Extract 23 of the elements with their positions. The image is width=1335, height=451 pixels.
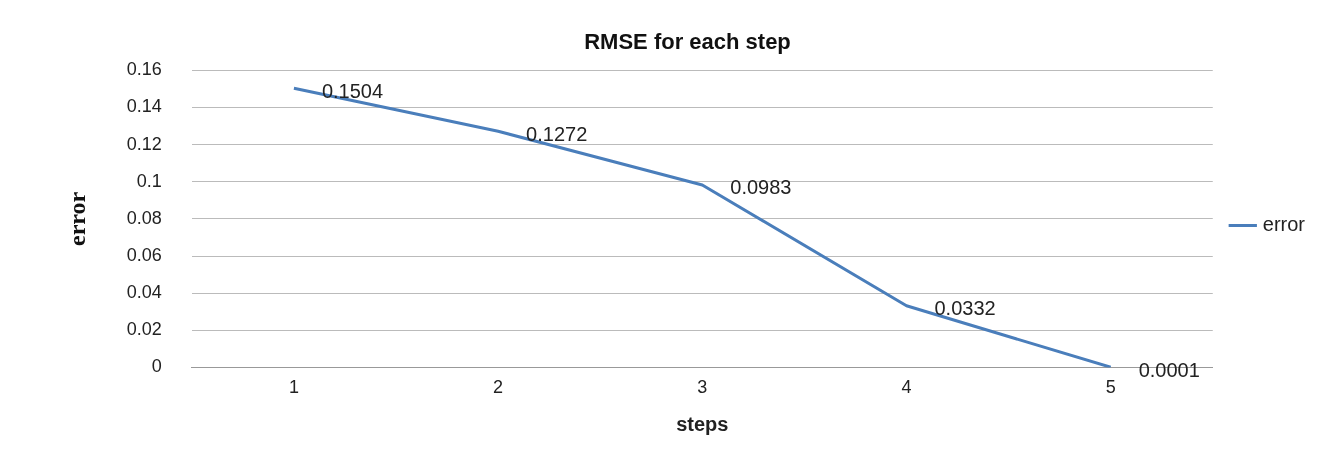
y-tick-label: 0.14 [126, 96, 162, 117]
x-tick-label: 4 [901, 377, 912, 398]
chart-title: RMSE for each step [584, 29, 791, 55]
x-tick-label: 3 [697, 377, 708, 398]
y-axis-title: error [63, 191, 90, 246]
y-tick-label: 0.04 [126, 282, 162, 303]
x-axis-title: steps [676, 412, 729, 435]
y-tick-label: 0.12 [126, 133, 162, 154]
data-label: 0.1504 [321, 79, 384, 102]
data-label: 0.0983 [730, 176, 792, 199]
y-tick-label: 0 [151, 356, 162, 377]
legend-label: error [1262, 213, 1306, 236]
y-tick-label: 0.06 [126, 244, 162, 265]
data-label: 0.1272 [526, 122, 588, 145]
y-tick-label: 0.1 [136, 170, 162, 191]
y-tick-label: 0.02 [126, 319, 162, 340]
x-tick-label: 2 [493, 377, 504, 398]
data-label: 0.0001 [1138, 358, 1200, 381]
y-tick-label: 0.08 [126, 207, 162, 228]
x-tick-label: 5 [1105, 377, 1116, 398]
data-label: 0.0332 [934, 297, 996, 320]
y-tick-label: 0.16 [126, 59, 162, 80]
x-tick-label: 1 [288, 377, 299, 398]
